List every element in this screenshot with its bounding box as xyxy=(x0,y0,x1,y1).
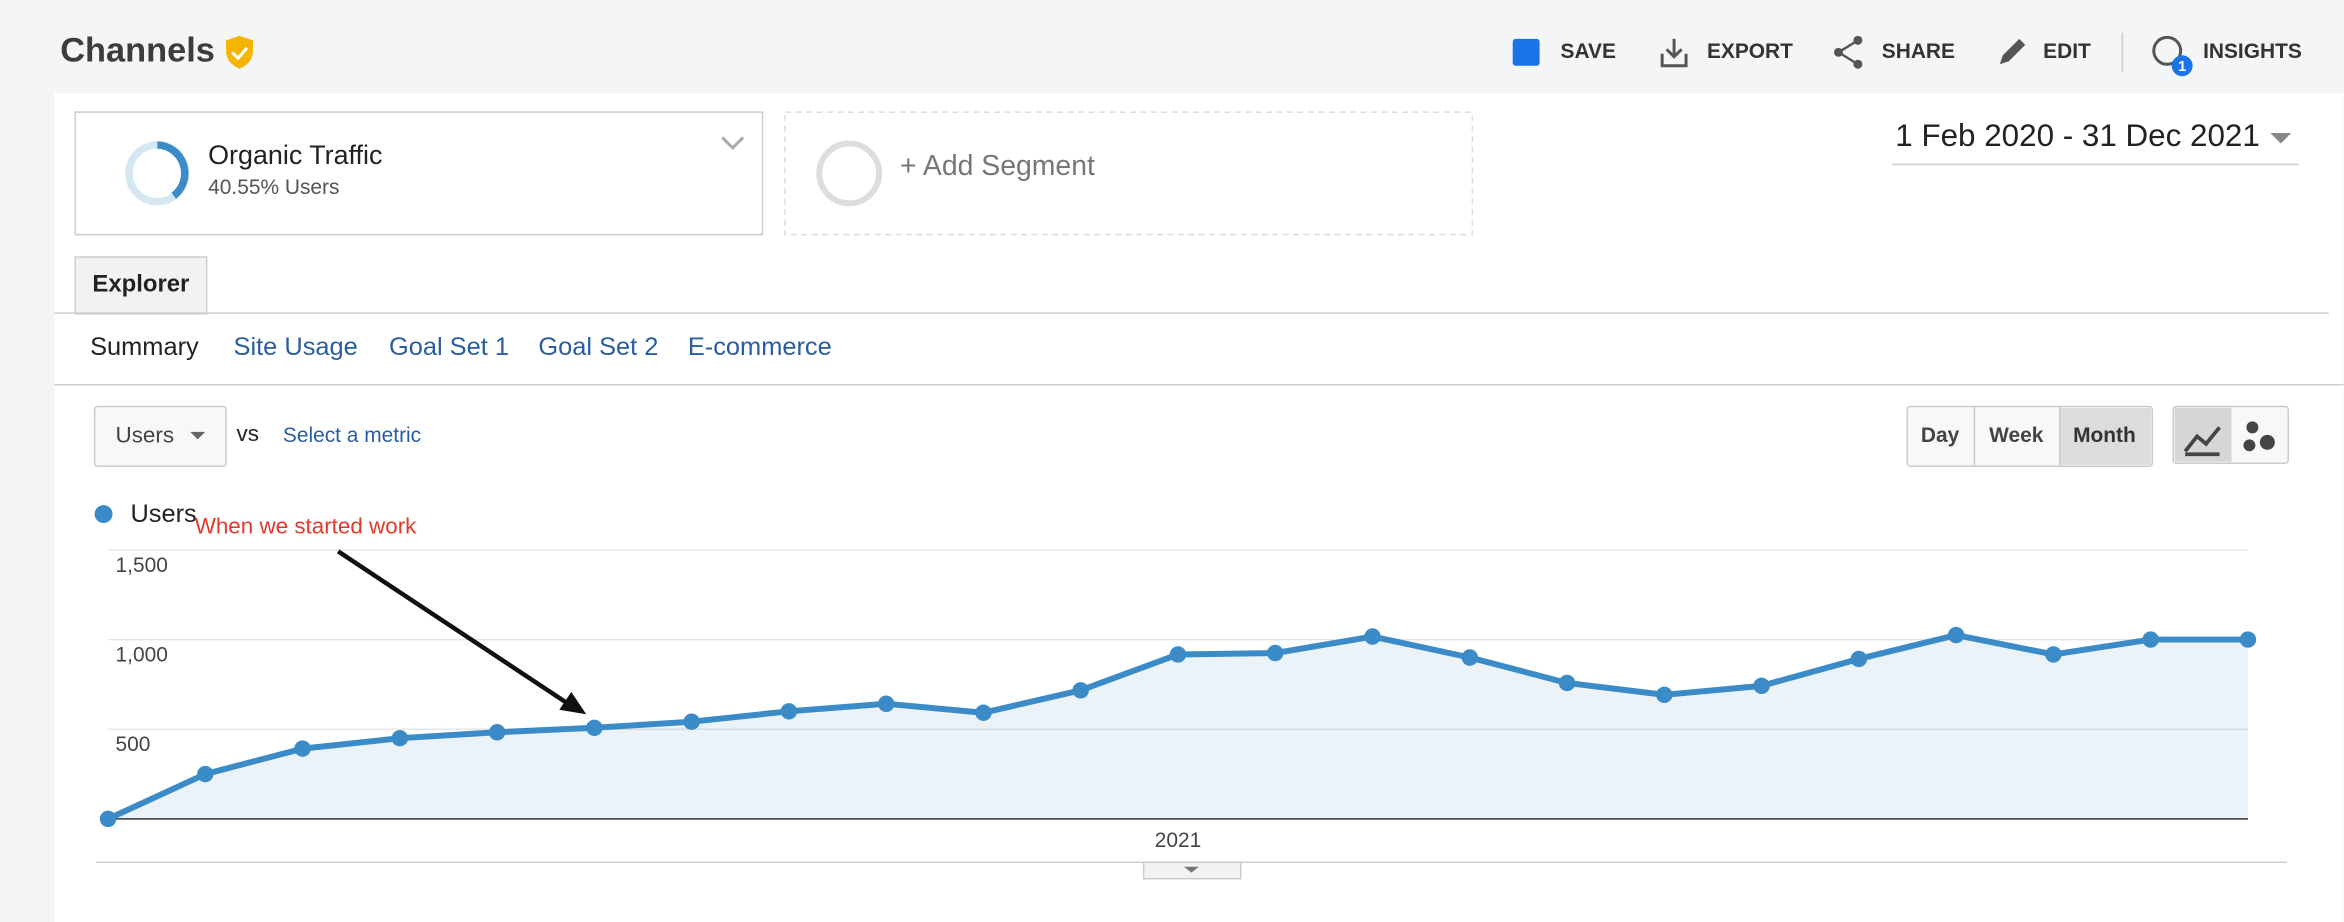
annotation-arrowhead xyxy=(559,691,587,715)
point xyxy=(1656,686,1673,704)
add-segment[interactable]: + Add Segment xyxy=(900,150,1095,182)
plot: 500 1,000 1,500 2021 xyxy=(99,549,2257,852)
point xyxy=(99,810,117,828)
date-dropdown[interactable] xyxy=(2270,132,2292,144)
line-chart-icon[interactable] xyxy=(2183,426,2221,457)
point xyxy=(1947,626,1965,644)
y-tick-label: 500 xyxy=(116,733,151,756)
verified-check xyxy=(231,46,249,61)
point xyxy=(1461,649,1478,666)
page-title: Channels xyxy=(60,31,215,69)
point xyxy=(1558,674,1576,692)
insights-badge: 1 xyxy=(2178,58,2186,75)
edit-icon[interactable] xyxy=(1999,38,2026,65)
area xyxy=(108,635,2248,819)
subtab[interactable]: E-commerce xyxy=(688,333,832,361)
x-tick-label: 2021 xyxy=(1155,829,1202,852)
annotation-arrow xyxy=(336,549,570,706)
point xyxy=(1072,682,1089,699)
point xyxy=(294,740,311,757)
point xyxy=(2045,646,2062,663)
segment-chevron[interactable] xyxy=(721,136,745,151)
point xyxy=(1364,628,1381,645)
y-tick-label: 1,500 xyxy=(116,554,168,577)
point xyxy=(586,719,603,737)
date-range[interactable]: 1 Feb 2020 - 31 Dec 2021 xyxy=(1895,118,2260,153)
point xyxy=(2142,631,2159,648)
granularity-button[interactable]: Day xyxy=(1921,424,1960,447)
export-icon[interactable] xyxy=(1660,38,1688,68)
metric-primary[interactable]: Users xyxy=(116,422,175,447)
point xyxy=(391,729,409,747)
add-segment-circle xyxy=(816,140,883,207)
point xyxy=(683,713,700,730)
granularity-button[interactable]: Month xyxy=(2073,424,2136,447)
export-button[interactable]: EXPORT xyxy=(1707,40,1793,63)
save-button[interactable]: SAVE xyxy=(1561,40,1616,63)
metric-secondary[interactable]: Select a metric xyxy=(283,424,421,447)
point xyxy=(1169,646,1187,663)
metric-vs: vs xyxy=(237,421,259,446)
expand-caret xyxy=(1183,866,1199,873)
point xyxy=(488,724,506,741)
segment-detail: 40.55% Users xyxy=(208,176,339,199)
legend-swatch xyxy=(94,505,113,524)
verified-icon xyxy=(226,35,253,69)
metric-caret xyxy=(190,431,206,440)
granularity-active xyxy=(2059,407,2151,465)
segment-donut-arc xyxy=(157,141,189,199)
legend-label[interactable]: Users xyxy=(130,500,196,528)
save-icon[interactable] xyxy=(1512,38,1540,66)
subtab[interactable]: Goal Set 1 xyxy=(389,333,509,361)
subtab[interactable]: Summary xyxy=(90,333,199,361)
insights-icon[interactable] xyxy=(2152,35,2183,66)
segment-name: Organic Traffic xyxy=(208,140,382,170)
share-icon[interactable] xyxy=(1833,35,1863,69)
point xyxy=(1850,650,1868,668)
edit-button[interactable]: EDIT xyxy=(2043,40,2091,63)
granularity-button[interactable]: Week xyxy=(1989,424,2044,447)
insights-badge-bg xyxy=(2171,55,2193,77)
annotation: When we started work xyxy=(195,513,417,538)
motion-chart-icon[interactable] xyxy=(2243,421,2275,452)
point xyxy=(2239,631,2257,648)
point xyxy=(780,703,798,720)
share-button[interactable]: SHARE xyxy=(1882,40,1955,63)
y-tick-label: 1,000 xyxy=(116,644,168,667)
point xyxy=(1267,644,1284,662)
subtab[interactable]: Site Usage xyxy=(234,333,358,361)
tab-label[interactable]: Explorer xyxy=(92,271,189,298)
point xyxy=(975,704,992,721)
insights-button[interactable]: INSIGHTS xyxy=(2203,40,2302,63)
point xyxy=(1753,677,1770,695)
subtab[interactable]: Goal Set 2 xyxy=(538,333,658,361)
point xyxy=(197,765,214,783)
point xyxy=(877,695,895,712)
add-segment-card[interactable] xyxy=(784,111,1474,236)
segment-card[interactable] xyxy=(74,111,764,236)
metric-dropdown[interactable] xyxy=(93,405,227,467)
